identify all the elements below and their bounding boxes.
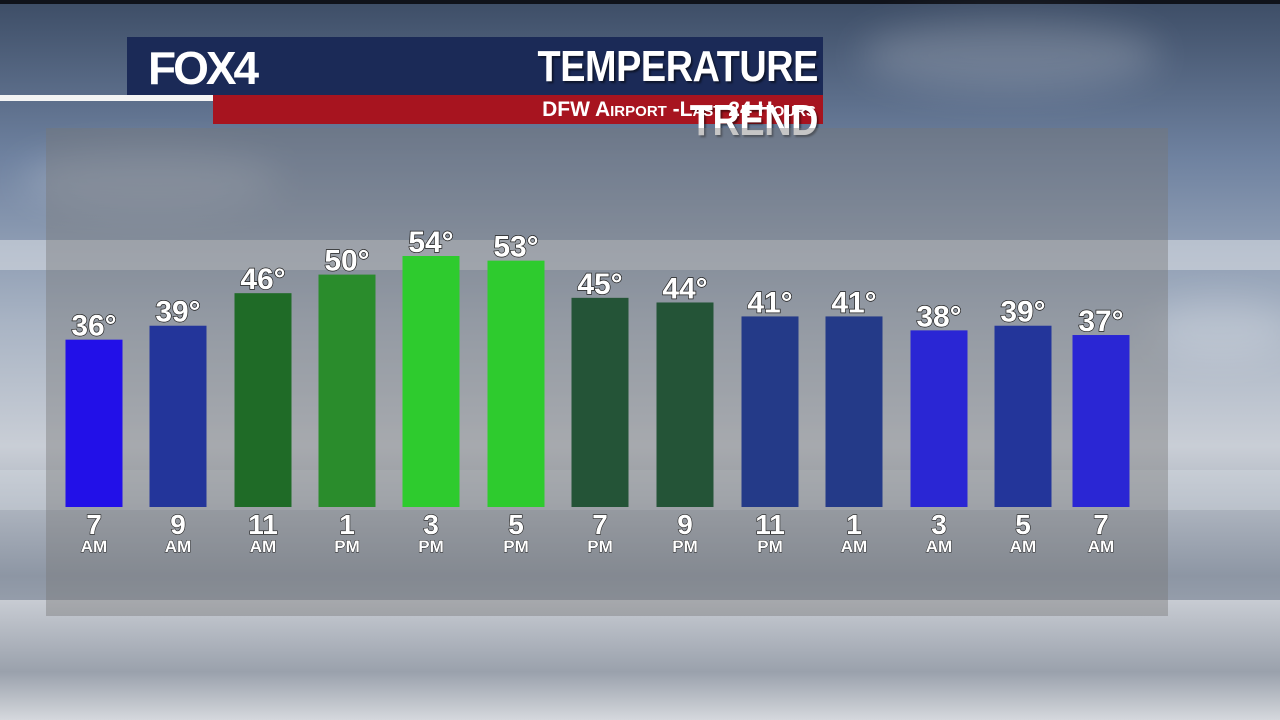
header-accent-rule [0, 95, 213, 101]
bar-1 [65, 339, 123, 507]
chart-panel: 36° 7 AM 39° 9 AM 46° 11 AM 50° 1 PM 54° 3 PM 53° 5 PM 45°… [46, 128, 1168, 616]
value-label-6: 53° [493, 231, 538, 264]
hour-label-7: 7 [592, 509, 608, 540]
cloud-decoration [20, 150, 280, 210]
period-label-8: PM [672, 537, 698, 556]
period-label-4: PM [334, 537, 360, 556]
value-label-9: 41° [747, 286, 792, 319]
value-label-5: 54° [408, 226, 453, 259]
period-label-9: PM [757, 537, 783, 556]
bar-5 [402, 256, 460, 507]
value-label-8: 44° [662, 272, 707, 305]
station-logo: FOX4 [148, 42, 259, 94]
graphic-title: TEMPERATURE TREND [537, 42, 819, 145]
period-label-7: PM [587, 537, 613, 556]
stadium-rim-lower [0, 470, 1280, 510]
hour-label-8: 9 [677, 509, 693, 540]
bar-13 [1072, 335, 1130, 507]
period-label-2: AM [165, 537, 191, 556]
subtitle-banner [213, 95, 823, 124]
bar-7 [571, 297, 629, 507]
graphic-subtitle: DFW Airport -Last 24 Hours [542, 98, 816, 121]
value-label-4: 50° [324, 245, 369, 278]
value-label-13: 37° [1078, 305, 1123, 338]
hour-label-11: 3 [931, 509, 947, 540]
cloud-decoration [1150, 300, 1280, 360]
period-label-1: AM [81, 537, 107, 556]
hour-label-9: 11 [755, 509, 785, 540]
bar-11 [910, 330, 968, 507]
hour-label-1: 7 [86, 509, 102, 540]
bar-4 [318, 274, 376, 507]
period-label-12: AM [1010, 537, 1036, 556]
value-label-12: 39° [1000, 296, 1045, 329]
bar-3 [234, 293, 292, 507]
value-label-1: 36° [71, 310, 116, 343]
period-label-3: AM [250, 537, 276, 556]
period-label-11: AM [926, 537, 952, 556]
bar-8 [656, 302, 714, 507]
hour-label-10: 1 [846, 509, 862, 540]
hour-label-12: 5 [1015, 509, 1031, 540]
stadium-rim [0, 240, 1280, 270]
cloud-decoration [860, 20, 1160, 90]
top-edge-bar [0, 0, 1280, 4]
hour-label-4: 1 [339, 509, 355, 540]
hour-label-6: 5 [508, 509, 524, 540]
bar-9 [741, 316, 799, 507]
temperature-bar-chart: 36°7AM39°9AM46°11AM50°1PM54°3PM53°5PM45°… [65, 225, 1130, 556]
hour-label-3: 11 [248, 509, 278, 540]
value-label-2: 39° [155, 296, 200, 329]
hour-label-2: 9 [170, 509, 186, 540]
period-label-13: AM [1088, 537, 1114, 556]
hour-label-5: 3 [423, 509, 439, 540]
value-label-11: 38° [916, 300, 961, 333]
period-label-5: PM [418, 537, 444, 556]
period-label-10: AM [841, 537, 867, 556]
bar-6 [487, 260, 545, 507]
stadium-floor [0, 600, 1280, 720]
bar-12 [994, 325, 1052, 507]
bar-10 [825, 316, 883, 507]
hour-label-13: 7 [1093, 509, 1109, 540]
header-banner [127, 37, 823, 95]
value-label-3: 46° [240, 263, 285, 296]
value-label-7: 45° [577, 268, 622, 301]
bar-2 [149, 325, 207, 507]
period-label-6: PM [503, 537, 529, 556]
value-label-10: 41° [831, 286, 876, 319]
